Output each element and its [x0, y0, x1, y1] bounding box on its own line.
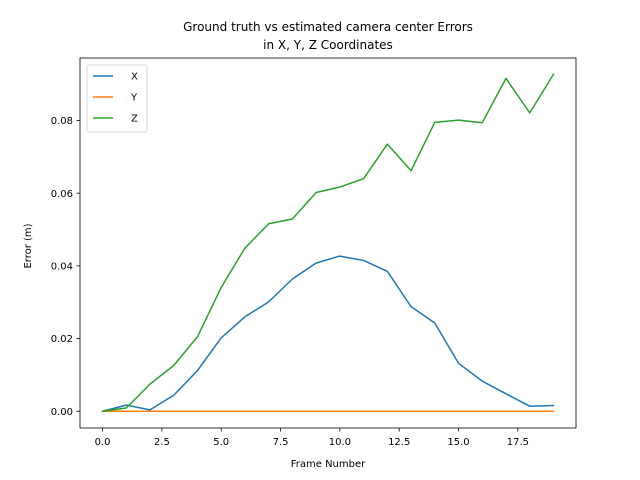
- x-tick-label: 10.0: [329, 437, 351, 448]
- series-line-x: [101, 255, 555, 413]
- legend-label-x: X: [131, 72, 138, 83]
- x-tick-label: 12.5: [388, 437, 410, 448]
- axes-frame: [79, 57, 577, 429]
- y-axis-label: Error (m): [23, 223, 34, 268]
- x-tick-label: 7.5: [273, 437, 289, 448]
- x-tick-label: 17.5: [507, 437, 529, 448]
- plot-area: [79, 57, 577, 429]
- legend-label-z: Z: [131, 114, 138, 125]
- series-line-z: [101, 73, 555, 413]
- ticks-layer: 0.0 2.5 5.0 7.5 10.0 12.5 15.0 17.5 0.00 0.02 0.04…: [51, 116, 529, 448]
- x-axis-label: Frame Number: [291, 459, 366, 470]
- y-tick-label: 0.04: [51, 261, 73, 272]
- series-layer: [101, 73, 555, 413]
- y-tick-label: 0.02: [51, 334, 73, 345]
- x-tick-label: 15.0: [447, 437, 469, 448]
- x-tick-label: 5.0: [213, 437, 229, 448]
- y-tick-label: 0.00: [51, 407, 73, 418]
- legend: XYZ: [86, 64, 148, 133]
- y-tick-label: 0.06: [51, 189, 73, 200]
- y-tick-label: 0.08: [51, 116, 73, 127]
- x-tick-label: 0.0: [95, 437, 111, 448]
- legend-box: [86, 64, 148, 133]
- axes-background: [80, 58, 576, 428]
- chart-title-line-1: Ground truth vs estimated camera center …: [183, 20, 473, 34]
- x-tick-label: 2.5: [154, 437, 170, 448]
- chart-title-line-2: in X, Y, Z Coordinates: [263, 38, 393, 52]
- legend-label-y: Y: [130, 93, 138, 104]
